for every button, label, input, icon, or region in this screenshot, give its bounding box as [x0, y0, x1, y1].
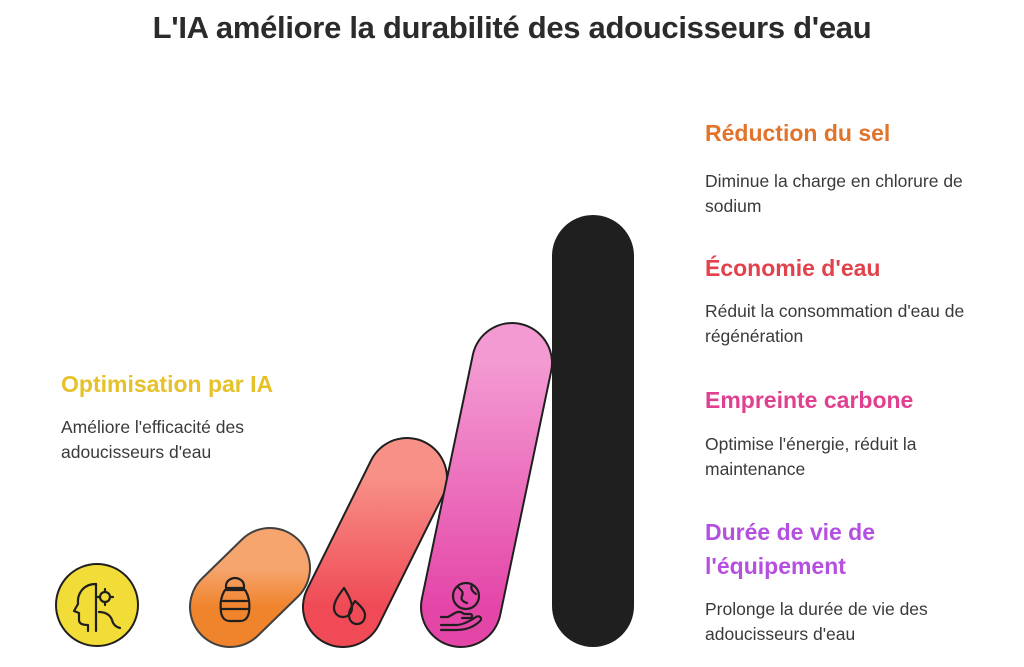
label-reduction-sel: Réduction du sel — [705, 120, 891, 146]
desc-optimisation-ia: Améliore l'efficacité des adoucisseurs d… — [61, 417, 244, 462]
label-empreinte-carbone: Empreinte carbone — [705, 387, 914, 413]
bar-economie-eau — [302, 437, 448, 648]
globe-hand-icon — [439, 581, 483, 632]
bar-empreinte-carbone — [420, 322, 553, 648]
desc-economie-eau: Réduit la consommation d'eau de régénéra… — [705, 301, 965, 346]
label-economie-eau: Économie d'eau — [705, 255, 881, 281]
label-duree-vie: Durée de vie de l'équipement — [705, 519, 876, 579]
ai-head-gear-icon — [72, 582, 122, 633]
water-drops-icon — [332, 586, 367, 626]
desc-empreinte-carbone: Optimise l'énergie, réduit la maintenanc… — [705, 434, 917, 479]
salt-shaker-icon — [219, 576, 251, 623]
desc-duree-vie: Prolonge la durée de vie des adoucisseur… — [705, 599, 928, 644]
desc-reduction-sel: Diminue la charge en chlorure de sodium — [705, 171, 963, 216]
heart-gear-icon — [573, 587, 616, 624]
label-optimisation-ia: Optimisation par IA — [61, 371, 274, 397]
page-title: L'IA améliore la durabilité des adouciss… — [152, 10, 872, 45]
